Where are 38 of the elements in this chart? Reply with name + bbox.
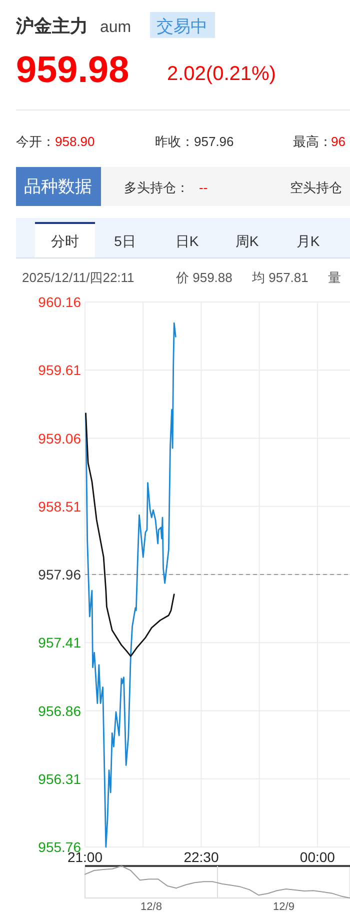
text: 2025/12/11/四22:11 <box>22 270 134 285</box>
text: 空头持仓 <box>290 180 342 195</box>
text: 交易中 <box>156 17 208 36</box>
text: 今开： <box>16 134 55 149</box>
text: 最高： <box>293 134 332 149</box>
y-tick-label: 956.31 <box>38 770 82 787</box>
text: 价 959.88 <box>175 270 232 285</box>
text: 958.90 <box>55 134 95 149</box>
text: 均 957.81 <box>251 270 308 285</box>
text: 量 <box>328 270 341 285</box>
x-tick-label: 22:30 <box>184 849 219 865</box>
text: 品种数据 <box>24 177 92 196</box>
x-tick-label: 00:00 <box>300 849 336 865</box>
line-series <box>85 322 176 848</box>
text: 5日 <box>114 233 136 249</box>
text: 月K <box>296 233 320 249</box>
text: 2.02(0.21%) <box>167 63 276 85</box>
text: 日K <box>175 233 200 249</box>
text: 昨收： <box>155 134 194 149</box>
text: -- <box>199 180 208 195</box>
line-series <box>85 412 175 657</box>
text: 12/8 <box>140 901 162 913</box>
text: 957.96 <box>194 134 234 149</box>
y-tick-label: 957.41 <box>38 634 82 651</box>
text: 12/9 <box>273 901 294 913</box>
text: 959.98 <box>16 49 130 90</box>
text: aum <box>100 19 132 36</box>
y-tick-label: 957.96 <box>38 566 82 582</box>
y-tick-label: 959.06 <box>38 430 82 446</box>
text: 分时 <box>51 233 79 249</box>
text: 周K <box>235 233 260 249</box>
text: 沪金主力 <box>15 16 88 36</box>
y-tick-label: 956.86 <box>38 702 82 719</box>
y-tick-label: 958.51 <box>38 498 82 514</box>
text: 多头持仓： <box>124 180 189 195</box>
y-tick-label: 960.16 <box>38 294 82 310</box>
text: 96 <box>331 134 346 149</box>
y-tick-label: 959.61 <box>38 362 82 378</box>
